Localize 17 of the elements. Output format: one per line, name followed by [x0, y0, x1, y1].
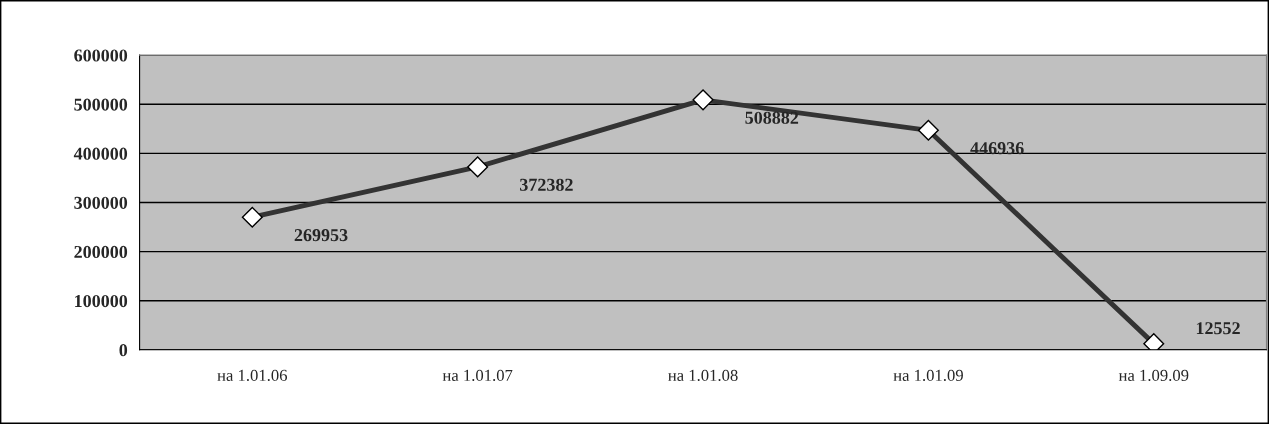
x-tick-label: на 1.01.07	[442, 369, 513, 382]
x-tick-label: на 1.01.06	[217, 369, 288, 382]
y-tick-label: 100000	[75, 294, 128, 308]
y-tick-label: 300000	[74, 196, 128, 209]
y-tick-label: 200000	[74, 245, 128, 259]
y-tick-label: 0	[119, 344, 128, 357]
data-label: 446936	[970, 142, 1024, 155]
y-tick-label: 400000	[73, 147, 128, 160]
x-tick-label: на 1.09.09	[1118, 369, 1189, 382]
y-tick-label: 600000	[74, 49, 128, 62]
data-label: 269953	[294, 229, 348, 242]
x-tick-label: на 1.01.08	[668, 369, 738, 382]
x-tick-label: на 1.01.09	[893, 369, 963, 382]
y-tick-label: 500000	[74, 98, 128, 111]
data-label: 372382	[520, 178, 573, 191]
data-label: 508882	[745, 111, 799, 124]
data-label: 12552	[1196, 322, 1240, 335]
